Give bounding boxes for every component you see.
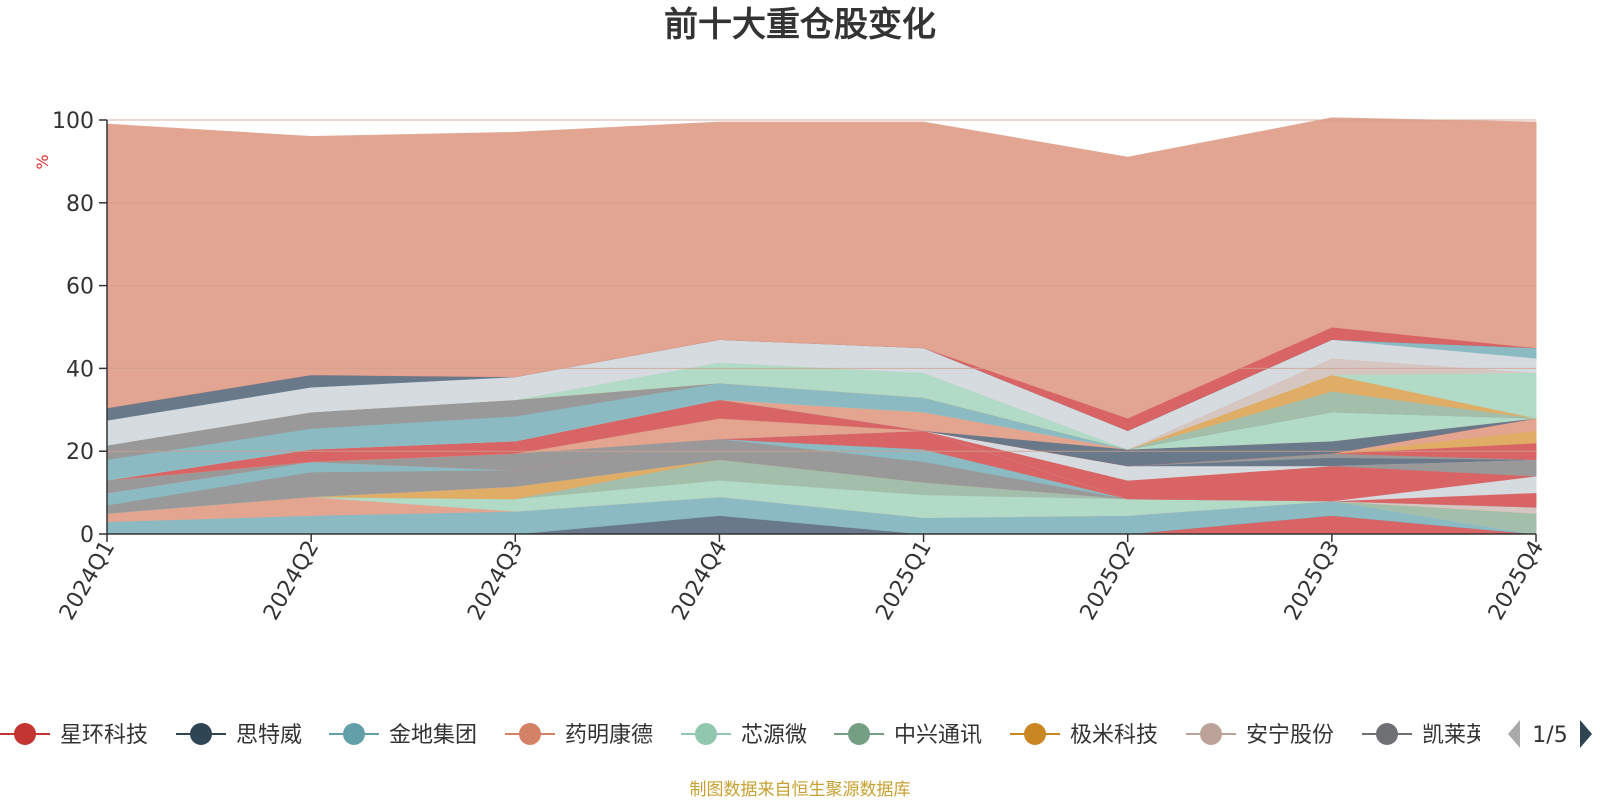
y-axis-label: % bbox=[33, 154, 52, 169]
x-tick-label: 2024Q3 bbox=[463, 537, 528, 625]
legend-label: 星环科技 bbox=[60, 723, 148, 748]
legend: 星环科技 思特威 金地集团 药明康德 芯源微 中兴通讯 极米科技 安宁股份 凯莱英 bbox=[0, 723, 1488, 748]
legend-marker-icon bbox=[848, 723, 870, 745]
x-tick-label: 2025Q2 bbox=[1076, 537, 1141, 625]
legend-item[interactable]: 芯源微 bbox=[681, 723, 807, 748]
x-tick-label: 2025Q4 bbox=[1484, 537, 1549, 625]
x-tick-label: 2025Q3 bbox=[1280, 537, 1345, 625]
legend-marker-icon bbox=[1200, 723, 1222, 745]
legend-marker-icon bbox=[343, 723, 365, 745]
y-tick-label: 20 bbox=[66, 440, 94, 465]
x-tick-label: 2025Q1 bbox=[871, 537, 936, 625]
y-tick-label: 0 bbox=[80, 523, 94, 548]
prev-page-icon[interactable] bbox=[1508, 720, 1520, 748]
area-series-36 bbox=[106, 117, 1537, 419]
x-tick-label: 2024Q1 bbox=[55, 537, 120, 625]
legend-label: 芯源微 bbox=[741, 723, 807, 748]
next-page-icon[interactable] bbox=[1580, 720, 1592, 748]
area-series-group bbox=[106, 117, 1537, 535]
legend-label: 思特威 bbox=[236, 723, 302, 748]
y-tick-label: 40 bbox=[66, 357, 94, 382]
legend-item[interactable]: 思特威 bbox=[176, 723, 302, 748]
legend-marker-icon bbox=[1024, 723, 1046, 745]
legend-item[interactable]: 药明康德 bbox=[505, 723, 653, 748]
chart-title: 前十大重仓股变化 bbox=[664, 5, 936, 45]
legend-pager: 1/5 bbox=[1508, 720, 1592, 748]
legend-item[interactable]: 安宁股份 bbox=[1186, 723, 1334, 748]
legend-marker-icon bbox=[519, 723, 541, 745]
x-tick-label: 2024Q4 bbox=[667, 537, 732, 625]
y-tick-label: 100 bbox=[52, 109, 94, 134]
legend-label: 凯莱英 bbox=[1422, 723, 1488, 748]
legend-marker-icon bbox=[1376, 723, 1398, 745]
legend-marker-icon bbox=[190, 723, 212, 745]
legend-page-indicator: 1/5 bbox=[1532, 723, 1567, 748]
legend-label: 金地集团 bbox=[389, 723, 477, 748]
legend-label: 安宁股份 bbox=[1246, 723, 1334, 748]
legend-item[interactable]: 极米科技 bbox=[1010, 723, 1158, 748]
legend-marker-icon bbox=[695, 723, 717, 745]
footer-source: 制图数据来自恒生聚源数据库 bbox=[690, 780, 911, 800]
legend-item[interactable]: 星环科技 bbox=[0, 723, 148, 748]
legend-label: 中兴通讯 bbox=[894, 723, 982, 748]
legend-label: 极米科技 bbox=[1070, 723, 1158, 748]
y-tick-label: 80 bbox=[66, 192, 94, 217]
legend-label: 药明康德 bbox=[565, 723, 653, 748]
legend-item[interactable]: 金地集团 bbox=[329, 723, 477, 748]
x-tick-label: 2024Q2 bbox=[259, 537, 324, 625]
legend-item[interactable]: 凯莱英 bbox=[1362, 723, 1488, 748]
legend-marker-icon bbox=[14, 723, 36, 745]
y-tick-label: 60 bbox=[66, 275, 94, 300]
legend-item[interactable]: 中兴通讯 bbox=[834, 723, 982, 748]
grid-lines bbox=[107, 119, 1536, 452]
